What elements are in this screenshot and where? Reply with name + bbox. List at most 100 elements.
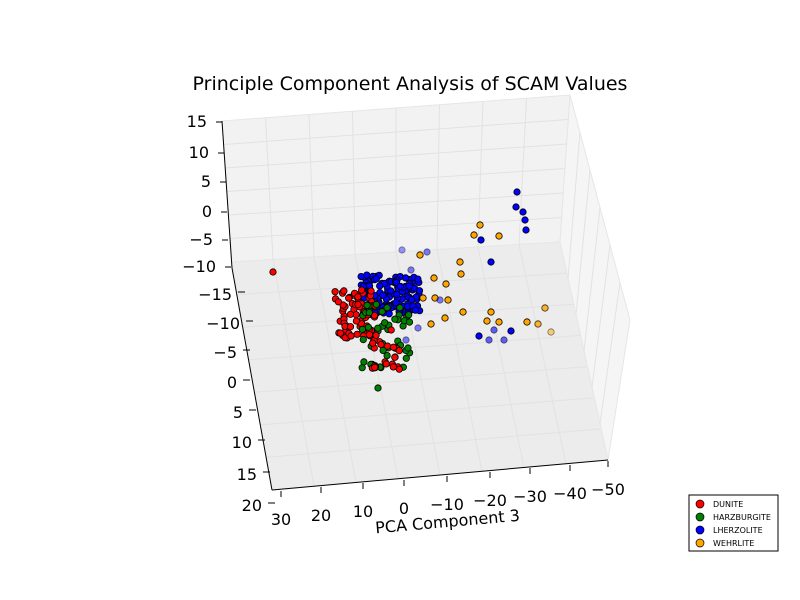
data-point-lherzolite [402, 336, 410, 344]
x-tick-label: 20 [311, 506, 331, 525]
legend-marker-dunite [695, 499, 705, 509]
x-tick-label: −10 [430, 495, 464, 514]
data-point-wehrlite [441, 314, 449, 322]
grid-line [308, 114, 315, 258]
x-tick-label: 30 [271, 510, 291, 529]
data-point-lherzolite [385, 310, 393, 318]
data-point-lherzolite [393, 290, 401, 299]
legend-label-wehrlite: WEHRLITE [713, 539, 754, 548]
y-tick-label: 15 [237, 465, 257, 484]
grid-line [265, 117, 274, 260]
legend: DUNITE HARZBURGITE LHERZOLITE WEHRLITE [688, 494, 779, 552]
legend-marker-harzburgite [695, 512, 705, 522]
legend-marker-lherzolite [695, 525, 705, 535]
data-point-dunite [347, 332, 355, 340]
z-tick-label: −5 [189, 230, 213, 249]
data-point-dunite [346, 323, 355, 331]
grid-line [272, 259, 315, 487]
grid-line [591, 244, 611, 388]
data-point-wehrlite [430, 274, 438, 282]
data-point-wehrlite [442, 280, 450, 288]
data-point-wehrlite [483, 317, 491, 325]
data-point-harzburgite [402, 354, 410, 362]
y-tick-label: −10 [206, 314, 240, 333]
grid-line [575, 169, 591, 315]
data-point-lherzolite [507, 327, 515, 335]
data-point-harzburgite [358, 364, 366, 372]
data-point-lherzolite [407, 266, 415, 274]
legend-label-lherzolite: LHERZOLITE [713, 526, 763, 535]
z-tick-label: −10 [182, 257, 216, 276]
data-point-wehrlite [419, 294, 427, 302]
grid-line [260, 397, 595, 426]
data-point-wehrlite [534, 320, 542, 328]
data-point-wehrlite [427, 320, 435, 328]
data-point-wehrlite [456, 258, 464, 266]
data-point-harzburgite [391, 315, 399, 323]
data-point-wehrlite [541, 304, 549, 312]
legend-label-dunite: DUNITE [713, 500, 743, 509]
data-point-harzburgite [383, 351, 391, 360]
data-point-harzburgite [405, 318, 414, 326]
x-tick-label: −50 [591, 480, 625, 499]
data-point-harzburgite [381, 319, 389, 327]
x-tick-label: −40 [553, 484, 587, 503]
data-point-wehrlite [523, 318, 531, 326]
data-points [269, 188, 555, 392]
data-point-dunite [395, 365, 403, 373]
data-point-dunite [372, 331, 380, 339]
data-point-dunite [382, 360, 390, 368]
data-point-lherzolite [392, 299, 400, 307]
x-tick-label: −20 [473, 491, 507, 510]
data-point-dunite [334, 298, 342, 306]
data-point-dunite [354, 300, 362, 309]
grid-line [518, 244, 567, 464]
data-point-lherzolite [415, 287, 424, 295]
data-point-wehrlite [476, 221, 484, 229]
data-point-lherzolite [436, 296, 444, 304]
x-tick-label: 0 [399, 499, 409, 518]
y-tick-label: 5 [233, 403, 243, 422]
z-tick-label: 0 [202, 202, 212, 221]
grid-line [599, 282, 621, 424]
data-point-lherzolite [485, 336, 493, 344]
data-point-lherzolite [414, 275, 422, 283]
data-point-dunite [357, 286, 366, 294]
y-tick-label: 20 [242, 496, 262, 515]
data-point-harzburgite [364, 323, 372, 331]
data-point-lherzolite [396, 282, 404, 290]
tick-marks [216, 121, 609, 504]
x-tick-label: 10 [353, 502, 373, 521]
data-point-harzburgite [374, 384, 382, 392]
y-tick-label: −15 [198, 285, 232, 304]
grid-line [249, 334, 581, 361]
data-point-harzburgite [378, 308, 386, 316]
data-point-lherzolite [407, 295, 416, 304]
legend-label-harzburgite: HARZBURGITE [713, 513, 771, 522]
data-point-wehrlite [495, 318, 503, 326]
data-point-harzburgite [365, 308, 373, 317]
data-point-harzburgite [396, 304, 404, 312]
z-axis-line [221, 120, 233, 269]
data-point-dunite [389, 363, 397, 371]
data-point-dunite [377, 340, 385, 349]
data-point-harzburgite [405, 311, 413, 319]
z-tick-label: 15 [187, 112, 207, 131]
data-point-wehrlite [459, 308, 467, 316]
data-point-dunite [336, 329, 345, 337]
data-point-dunite [345, 294, 353, 302]
grid-line [436, 104, 440, 250]
data-point-wehrlite [470, 231, 478, 239]
data-point-lherzolite [512, 203, 520, 211]
data-point-dunite [346, 310, 355, 318]
legend-marker-wehrlite [695, 538, 705, 548]
x-tick-label: −30 [513, 487, 547, 506]
grid-line [352, 111, 356, 255]
data-point-harzburgite [360, 358, 368, 366]
data-point-lherzolite [522, 226, 530, 234]
data-point-dunite [331, 288, 339, 296]
data-point-lherzolite [411, 306, 419, 314]
grid-line [313, 256, 357, 483]
data-point-harzburgite [358, 325, 366, 333]
